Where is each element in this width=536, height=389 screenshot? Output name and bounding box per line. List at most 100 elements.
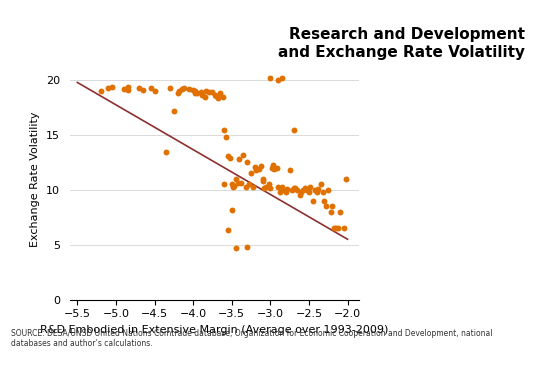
Point (293, 187, 302, 193)
Point (255, 166, 263, 172)
Point (190, 90, 199, 96)
Point (260, 185, 269, 191)
Point (212, 93, 221, 99)
Point (208, 89, 217, 95)
Point (276, 189, 284, 195)
Point (339, 225, 348, 231)
Point (342, 176, 351, 182)
Point (324, 187, 332, 193)
Point (289, 126, 298, 133)
Point (241, 184, 250, 190)
Point (318, 189, 327, 195)
Point (265, 181, 273, 187)
Point (274, 77, 282, 83)
Point (197, 89, 205, 95)
Point (120, 86, 128, 92)
Point (220, 181, 228, 187)
Point (243, 244, 251, 250)
Point (230, 182, 239, 189)
Text: Federal Reserve Bank of St. Louis: Federal Reserve Bank of St. Louis (11, 370, 221, 381)
Point (280, 187, 288, 193)
Point (272, 165, 281, 171)
Point (234, 180, 242, 186)
Point (329, 225, 338, 231)
Point (135, 85, 144, 91)
Point (193, 90, 202, 96)
Point (108, 84, 116, 90)
Text: SOURCE: DESA/UNSD United Nations Comtrade database, Organization for Economic Co: SOURCE: DESA/UNSD United Nations Comtrad… (11, 329, 492, 348)
Point (269, 161, 277, 168)
Text: Research and Development
and Exchange Rate Volatility: Research and Development and Exchange Ra… (278, 27, 525, 60)
Point (281, 189, 290, 195)
Point (221, 134, 230, 140)
Point (247, 170, 255, 177)
Point (297, 189, 306, 195)
Point (278, 184, 286, 190)
Point (262, 184, 271, 190)
Point (251, 164, 259, 170)
Point (334, 225, 343, 231)
Point (288, 187, 296, 193)
Point (224, 227, 232, 233)
Point (314, 186, 323, 192)
Point (322, 203, 330, 209)
Point (220, 126, 228, 133)
Point (267, 165, 276, 171)
Point (244, 181, 253, 187)
Point (202, 88, 211, 95)
Point (227, 207, 236, 213)
Y-axis label: Exchange Rate Volatility: Exchange Rate Volatility (30, 111, 40, 247)
Point (312, 189, 321, 195)
Point (224, 153, 232, 159)
Point (104, 85, 113, 91)
Point (175, 88, 183, 95)
Point (285, 167, 294, 173)
Point (332, 225, 340, 231)
Point (299, 187, 307, 193)
Point (191, 88, 200, 95)
Point (328, 203, 337, 209)
Point (204, 89, 213, 95)
Point (252, 167, 260, 173)
Point (213, 95, 222, 101)
Point (326, 209, 335, 215)
Point (166, 85, 174, 91)
Point (270, 166, 279, 172)
Point (174, 90, 182, 96)
Point (232, 245, 240, 251)
Point (304, 189, 313, 195)
Point (249, 184, 258, 190)
Point (274, 184, 282, 190)
Point (185, 86, 193, 92)
Point (303, 187, 312, 193)
Point (306, 184, 315, 190)
Point (177, 86, 186, 92)
Point (162, 149, 170, 155)
X-axis label: R&D Embodied in Extensive Margin (Average over 1993-2009): R&D Embodied in Extensive Margin (Averag… (40, 325, 389, 335)
Point (229, 184, 237, 190)
Point (146, 85, 155, 91)
Point (218, 94, 227, 100)
Point (336, 209, 344, 215)
Point (257, 163, 265, 169)
Point (316, 181, 325, 187)
Point (237, 180, 245, 186)
Point (295, 192, 304, 198)
Point (226, 155, 235, 161)
Point (123, 87, 132, 93)
Point (180, 85, 188, 91)
Point (150, 88, 159, 95)
Point (266, 185, 274, 191)
Point (320, 198, 329, 204)
Point (235, 156, 244, 162)
Point (198, 91, 207, 98)
Point (311, 187, 319, 193)
Point (189, 87, 197, 93)
Point (266, 75, 274, 81)
Point (96, 88, 105, 95)
Point (258, 178, 267, 184)
Point (291, 185, 299, 191)
Point (243, 159, 251, 166)
Point (216, 90, 225, 96)
Point (169, 108, 178, 114)
